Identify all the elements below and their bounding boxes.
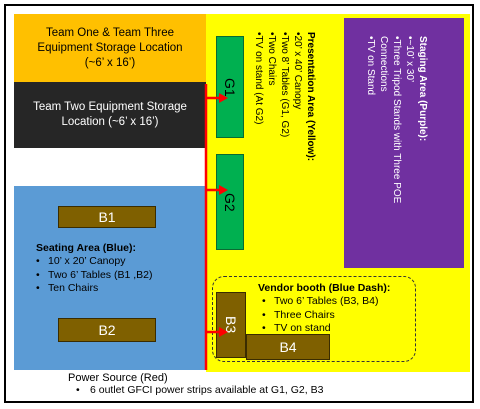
- power-arrow-g1: [219, 93, 228, 103]
- power-lines: [6, 6, 472, 401]
- power-arrow-b3: [219, 327, 228, 337]
- power-title: Power Source (Red): [68, 372, 168, 384]
- power-arrow-g2: [219, 185, 228, 195]
- power-detail: 6 outlet GFCI power strips available at …: [76, 384, 323, 396]
- diagram-frame: Team One & Team Three Equipment Storage …: [4, 4, 474, 403]
